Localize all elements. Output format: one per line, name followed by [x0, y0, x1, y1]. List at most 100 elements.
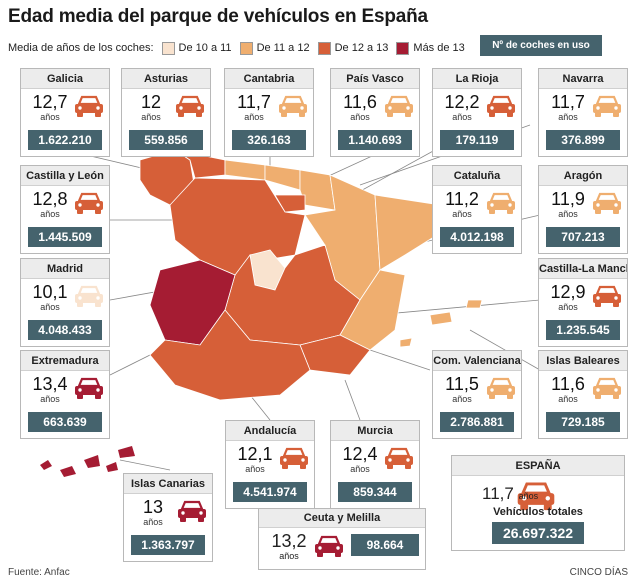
age-unit: años [40, 302, 60, 312]
age-number: 11,9 [551, 189, 585, 209]
legend-swatch [161, 41, 175, 55]
car-icon [385, 447, 413, 469]
region-name: Cataluña [433, 166, 521, 186]
age-unit: años [245, 464, 265, 474]
map-galicia [139, 149, 196, 206]
spain-total: ESPAÑA 11,7 años Vehículos totales 26.69… [451, 455, 625, 551]
age-number: 11,7 [551, 92, 585, 112]
map-aragon [304, 174, 381, 301]
vehicle-count: 4.012.198 [440, 227, 514, 247]
region-name: Madrid [21, 259, 109, 279]
age-number: 13,4 [32, 374, 68, 394]
vehicle-count: 707.213 [546, 227, 620, 247]
page-title: Edad media del parque de vehículos en Es… [8, 6, 428, 27]
car-icon [75, 95, 103, 117]
legend-item: Más de 13 [396, 41, 465, 55]
age-unit: años [279, 551, 299, 561]
age-number: 11,2 [445, 189, 479, 209]
legend-swatch [239, 41, 253, 55]
age-value: 13,4 años [27, 374, 73, 404]
map-castilla-la-mancha [224, 244, 361, 346]
age-value: 12,4 años [337, 444, 383, 474]
car-icon [385, 95, 413, 117]
region-navarra: Navarra 11,7 años 376.899 [538, 68, 628, 157]
age-unit: años [452, 394, 472, 404]
car-icon [176, 95, 204, 117]
age-number: 12,8 [32, 189, 68, 209]
car-icon [487, 377, 515, 399]
region-aragon: Aragón 11,9 años 707.213 [538, 165, 628, 254]
age-unit: años [518, 491, 539, 501]
region-name: Navarra [539, 69, 627, 89]
age-number: 12 [140, 92, 162, 112]
region-name: Extremadura [21, 351, 109, 371]
age-unit: años [40, 112, 60, 122]
region-galicia: Galicia 12,7 años 1.622.210 [20, 68, 110, 157]
car-icon [593, 285, 621, 307]
age-number: 10,1 [32, 282, 68, 302]
age-unit: años [558, 112, 578, 122]
age-unit: años [452, 112, 472, 122]
vehicle-count: 559.856 [129, 130, 203, 150]
age-unit: años [40, 209, 60, 219]
age-number: 12,7 [32, 92, 68, 112]
age-value: 12,7 años [27, 92, 73, 122]
age-unit: años [452, 209, 472, 219]
region-islas-canarias: Islas Canarias 13 años 1.363.797 [123, 473, 213, 562]
age-unit: años [244, 112, 264, 122]
vehicle-count: 98.664 [351, 534, 419, 556]
car-icon [280, 447, 308, 469]
credit: CINCO DÍAS [569, 567, 628, 578]
age-number: 12,4 [342, 444, 378, 464]
age-number: 11,5 [445, 374, 479, 394]
map-castilla-leon [169, 177, 306, 276]
car-icon [487, 95, 515, 117]
age-value: 11,7 años [545, 92, 591, 122]
vehicle-count: 859.344 [338, 482, 412, 502]
age-number: 13,2 [271, 531, 307, 551]
car-icon [315, 535, 343, 557]
map-navarra [299, 169, 336, 211]
vehicle-count: 26.697.322 [492, 522, 584, 544]
age-unit: años [350, 464, 370, 474]
vehicle-count: 1.445.509 [28, 227, 102, 247]
region-name: Andalucía [226, 421, 314, 441]
region-name: Castilla-La Mancha [539, 259, 627, 279]
vehicle-count: 1.363.797 [131, 535, 205, 555]
car-icon [279, 95, 307, 117]
age-unit: años [40, 394, 60, 404]
region-name: La Rioja [433, 69, 521, 89]
map-baleares [429, 311, 453, 326]
total-label: Vehículos totales [493, 506, 583, 518]
region-name: Islas Baleares [539, 351, 627, 371]
age-number: 11,6 [551, 374, 585, 394]
age-value: 12 años [128, 92, 174, 122]
region-murcia: Murcia 12,4 años 859.344 [330, 420, 420, 509]
age-value: 11,5 años [439, 374, 485, 404]
car-icon [75, 192, 103, 214]
legend-swatch [396, 41, 410, 55]
region-pais-vasco: País Vasco 11,6 años 1.140.693 [330, 68, 420, 157]
spain-name: ESPAÑA [452, 456, 624, 476]
age-unit: años [143, 517, 163, 527]
region-madrid: Madrid 10,1 años 4.048.433 [20, 258, 110, 347]
map-murcia [299, 334, 371, 376]
vehicle-count: 663.639 [28, 412, 102, 432]
vehicle-count: 4.541.974 [233, 482, 307, 502]
region-com-valenciana: Com. Valenciana 11,5 años 2.786.881 [432, 350, 522, 439]
age-unit: años [558, 302, 578, 312]
map-cantabria [224, 159, 266, 181]
age-number: 11,6 [343, 92, 377, 112]
age-value: 12,2 años [439, 92, 485, 122]
vehicle-count: 1.140.693 [338, 130, 412, 150]
region-andalucia: Andalucía 12,1 años 4.541.974 [225, 420, 315, 509]
source-note: Fuente: Anfac [8, 567, 70, 578]
age-number: 11,7 [237, 92, 271, 112]
region-extremadura: Extremadura 13,4 años 663.639 [20, 350, 110, 439]
region-castilla-leon: Castilla y León 12,8 años 1.445.509 [20, 165, 110, 254]
age-value: 11,6 años [545, 374, 591, 404]
age-value: 12,8 años [27, 189, 73, 219]
car-icon [593, 192, 621, 214]
age-value: 13,2 años [269, 531, 309, 561]
